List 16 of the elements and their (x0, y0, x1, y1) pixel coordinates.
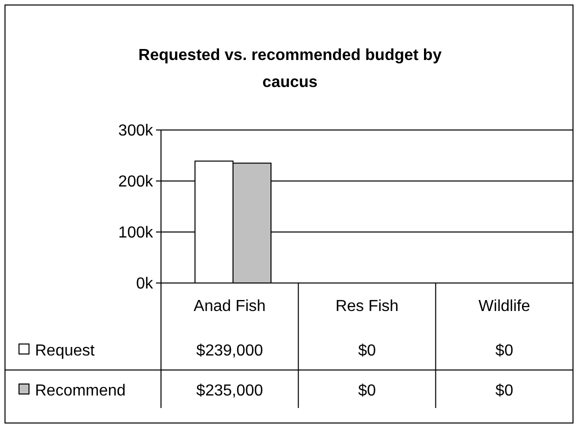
data-label: $0 (495, 342, 514, 360)
data-label: $0 (358, 342, 376, 360)
data-label: $239,000 (196, 342, 264, 360)
y-tick-label: 100k (118, 224, 154, 242)
x-tick-label: Anad Fish (194, 298, 266, 315)
data-label: $0 (358, 382, 376, 400)
x-tick-label: Res Fish (335, 298, 399, 315)
y-tick-label: 200k (118, 174, 154, 191)
legend-label: Request (35, 342, 96, 360)
x-tick-label: Wildlife (478, 298, 530, 315)
data-label: $0 (495, 382, 514, 400)
chart-title: Requested vs. recommended budget by caucus (138, 47, 442, 91)
y-tick-label: 300k (118, 122, 154, 140)
y-tick-label: 0k (136, 276, 154, 293)
data-label: $235,000 (196, 382, 264, 400)
legend-label: Recommend (35, 382, 126, 400)
